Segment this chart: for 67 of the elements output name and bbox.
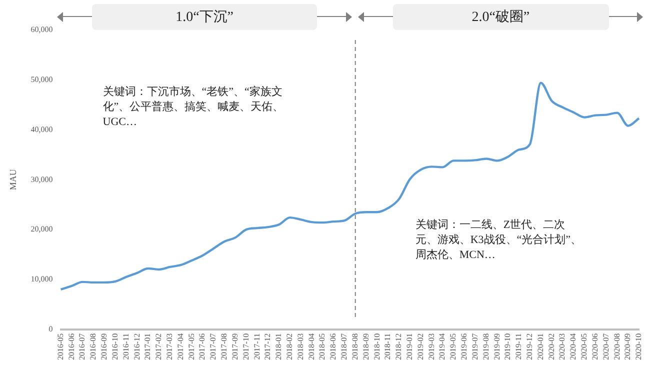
x-tick-label: 2018-04 bbox=[306, 333, 316, 360]
x-tick-label: 2020-07 bbox=[601, 333, 610, 360]
text: 1.0“下沉” bbox=[92, 4, 317, 30]
x-tick-label: 2020-01 bbox=[536, 333, 545, 360]
x-tick-label: 2019-01 bbox=[404, 333, 414, 360]
x-tick-label: 2019-06 bbox=[460, 333, 469, 360]
x-tick-label: 2020-03 bbox=[558, 333, 567, 360]
annotation: 关键词：下沉市场、“老铁”、“家族文化”、公平普惠、搞笑、喊麦、天佑、UGC… bbox=[102, 85, 285, 130]
y-tick-label: 10,000 bbox=[30, 274, 53, 284]
x-tick-label: 2018-01 bbox=[274, 333, 284, 360]
x-tick-label: 2017-04 bbox=[176, 333, 185, 360]
y-tick-label: 40,000 bbox=[30, 124, 53, 134]
x-tick-label: 2016-07 bbox=[78, 333, 87, 360]
x-tick-label: 2016-12 bbox=[132, 333, 142, 360]
x-tick-label: 2016-08 bbox=[88, 333, 98, 360]
y-tick-label: 20,000 bbox=[30, 224, 53, 234]
x-tick-label: 2016-06 bbox=[66, 333, 76, 360]
x-tick-label: 2018-06 bbox=[328, 333, 338, 360]
x-tick-label: 2019-02 bbox=[416, 333, 425, 360]
x-tick-label: 2017-12 bbox=[263, 333, 272, 360]
x-tick-label: 2017-09 bbox=[230, 333, 240, 360]
x-tick-label: 2018-12 bbox=[394, 333, 404, 360]
x-tick-label: 2019-09 bbox=[492, 333, 502, 360]
x-tick-label: 2017-07 bbox=[208, 333, 218, 360]
x-tick-label: 2020-04 bbox=[568, 333, 578, 360]
x-tick-label: 2016-09 bbox=[100, 333, 109, 360]
x-tick-label: 2018-05 bbox=[318, 333, 327, 360]
x-tick-label: 2019-08 bbox=[481, 333, 490, 360]
x-tick-label: 2018-09 bbox=[361, 333, 370, 360]
x-tick-label: 2019-07 bbox=[470, 333, 480, 360]
x-tick-label: 2017-11 bbox=[252, 333, 262, 360]
x-tick-label: 2019-11 bbox=[514, 333, 524, 360]
x-tick-label: 2018-11 bbox=[383, 333, 392, 360]
x-tick-label: 2017-05 bbox=[186, 333, 196, 360]
x-tick-label: 2019-12 bbox=[525, 333, 534, 360]
x-tick-label: 2017-03 bbox=[164, 333, 174, 360]
x-tick-label: 2016-11 bbox=[121, 333, 130, 360]
x-tick-label: 2018-02 bbox=[284, 333, 294, 360]
annotation: 关键词：一二线、Z世代、二次元、游戏、K3战役、“光合计划”、周杰伦、MCN… bbox=[415, 218, 583, 263]
x-tick-label: 2016-10 bbox=[110, 333, 120, 360]
x-tick-label: 2018-03 bbox=[296, 333, 305, 360]
x-tick-label: 2020-06 bbox=[590, 333, 600, 360]
x-tick-label: 2018-07 bbox=[340, 333, 349, 360]
x-tick-label: 2018-10 bbox=[372, 333, 382, 360]
x-tick-label: 2020-08 bbox=[612, 333, 622, 360]
y-tick-label: 60,000 bbox=[30, 25, 53, 34]
y-axis-title: MAU bbox=[8, 168, 18, 190]
x-tick-label: 2016-05 bbox=[56, 333, 65, 360]
x-tick-label: 2017-08 bbox=[220, 333, 229, 360]
y-tick-label: 50,000 bbox=[30, 74, 53, 84]
x-tick-label: 2020-10 bbox=[634, 333, 644, 360]
x-tick-label: 2017-02 bbox=[154, 333, 164, 360]
line-series bbox=[60, 82, 640, 291]
x-tick-label: 2019-10 bbox=[503, 333, 512, 360]
text: 2.0“破圈” bbox=[392, 4, 609, 30]
x-tick-label: 2020-02 bbox=[546, 333, 556, 360]
y-tick-label: 0 bbox=[48, 324, 53, 334]
x-tick-label: 2017-06 bbox=[198, 333, 207, 360]
x-tick-label: 2020-05 bbox=[580, 333, 589, 360]
x-tick-label: 2018-08 bbox=[350, 333, 360, 360]
x-tick-label: 2020-09 bbox=[623, 333, 632, 360]
x-tick-label: 2019-04 bbox=[438, 333, 447, 360]
x-tick-label: 2017-10 bbox=[241, 333, 250, 360]
y-tick-label: 30,000 bbox=[30, 174, 53, 184]
x-tick-label: 2017-01 bbox=[143, 333, 152, 360]
x-tick-label: 2019-03 bbox=[426, 333, 436, 360]
x-tick-label: 2019-05 bbox=[448, 333, 458, 360]
